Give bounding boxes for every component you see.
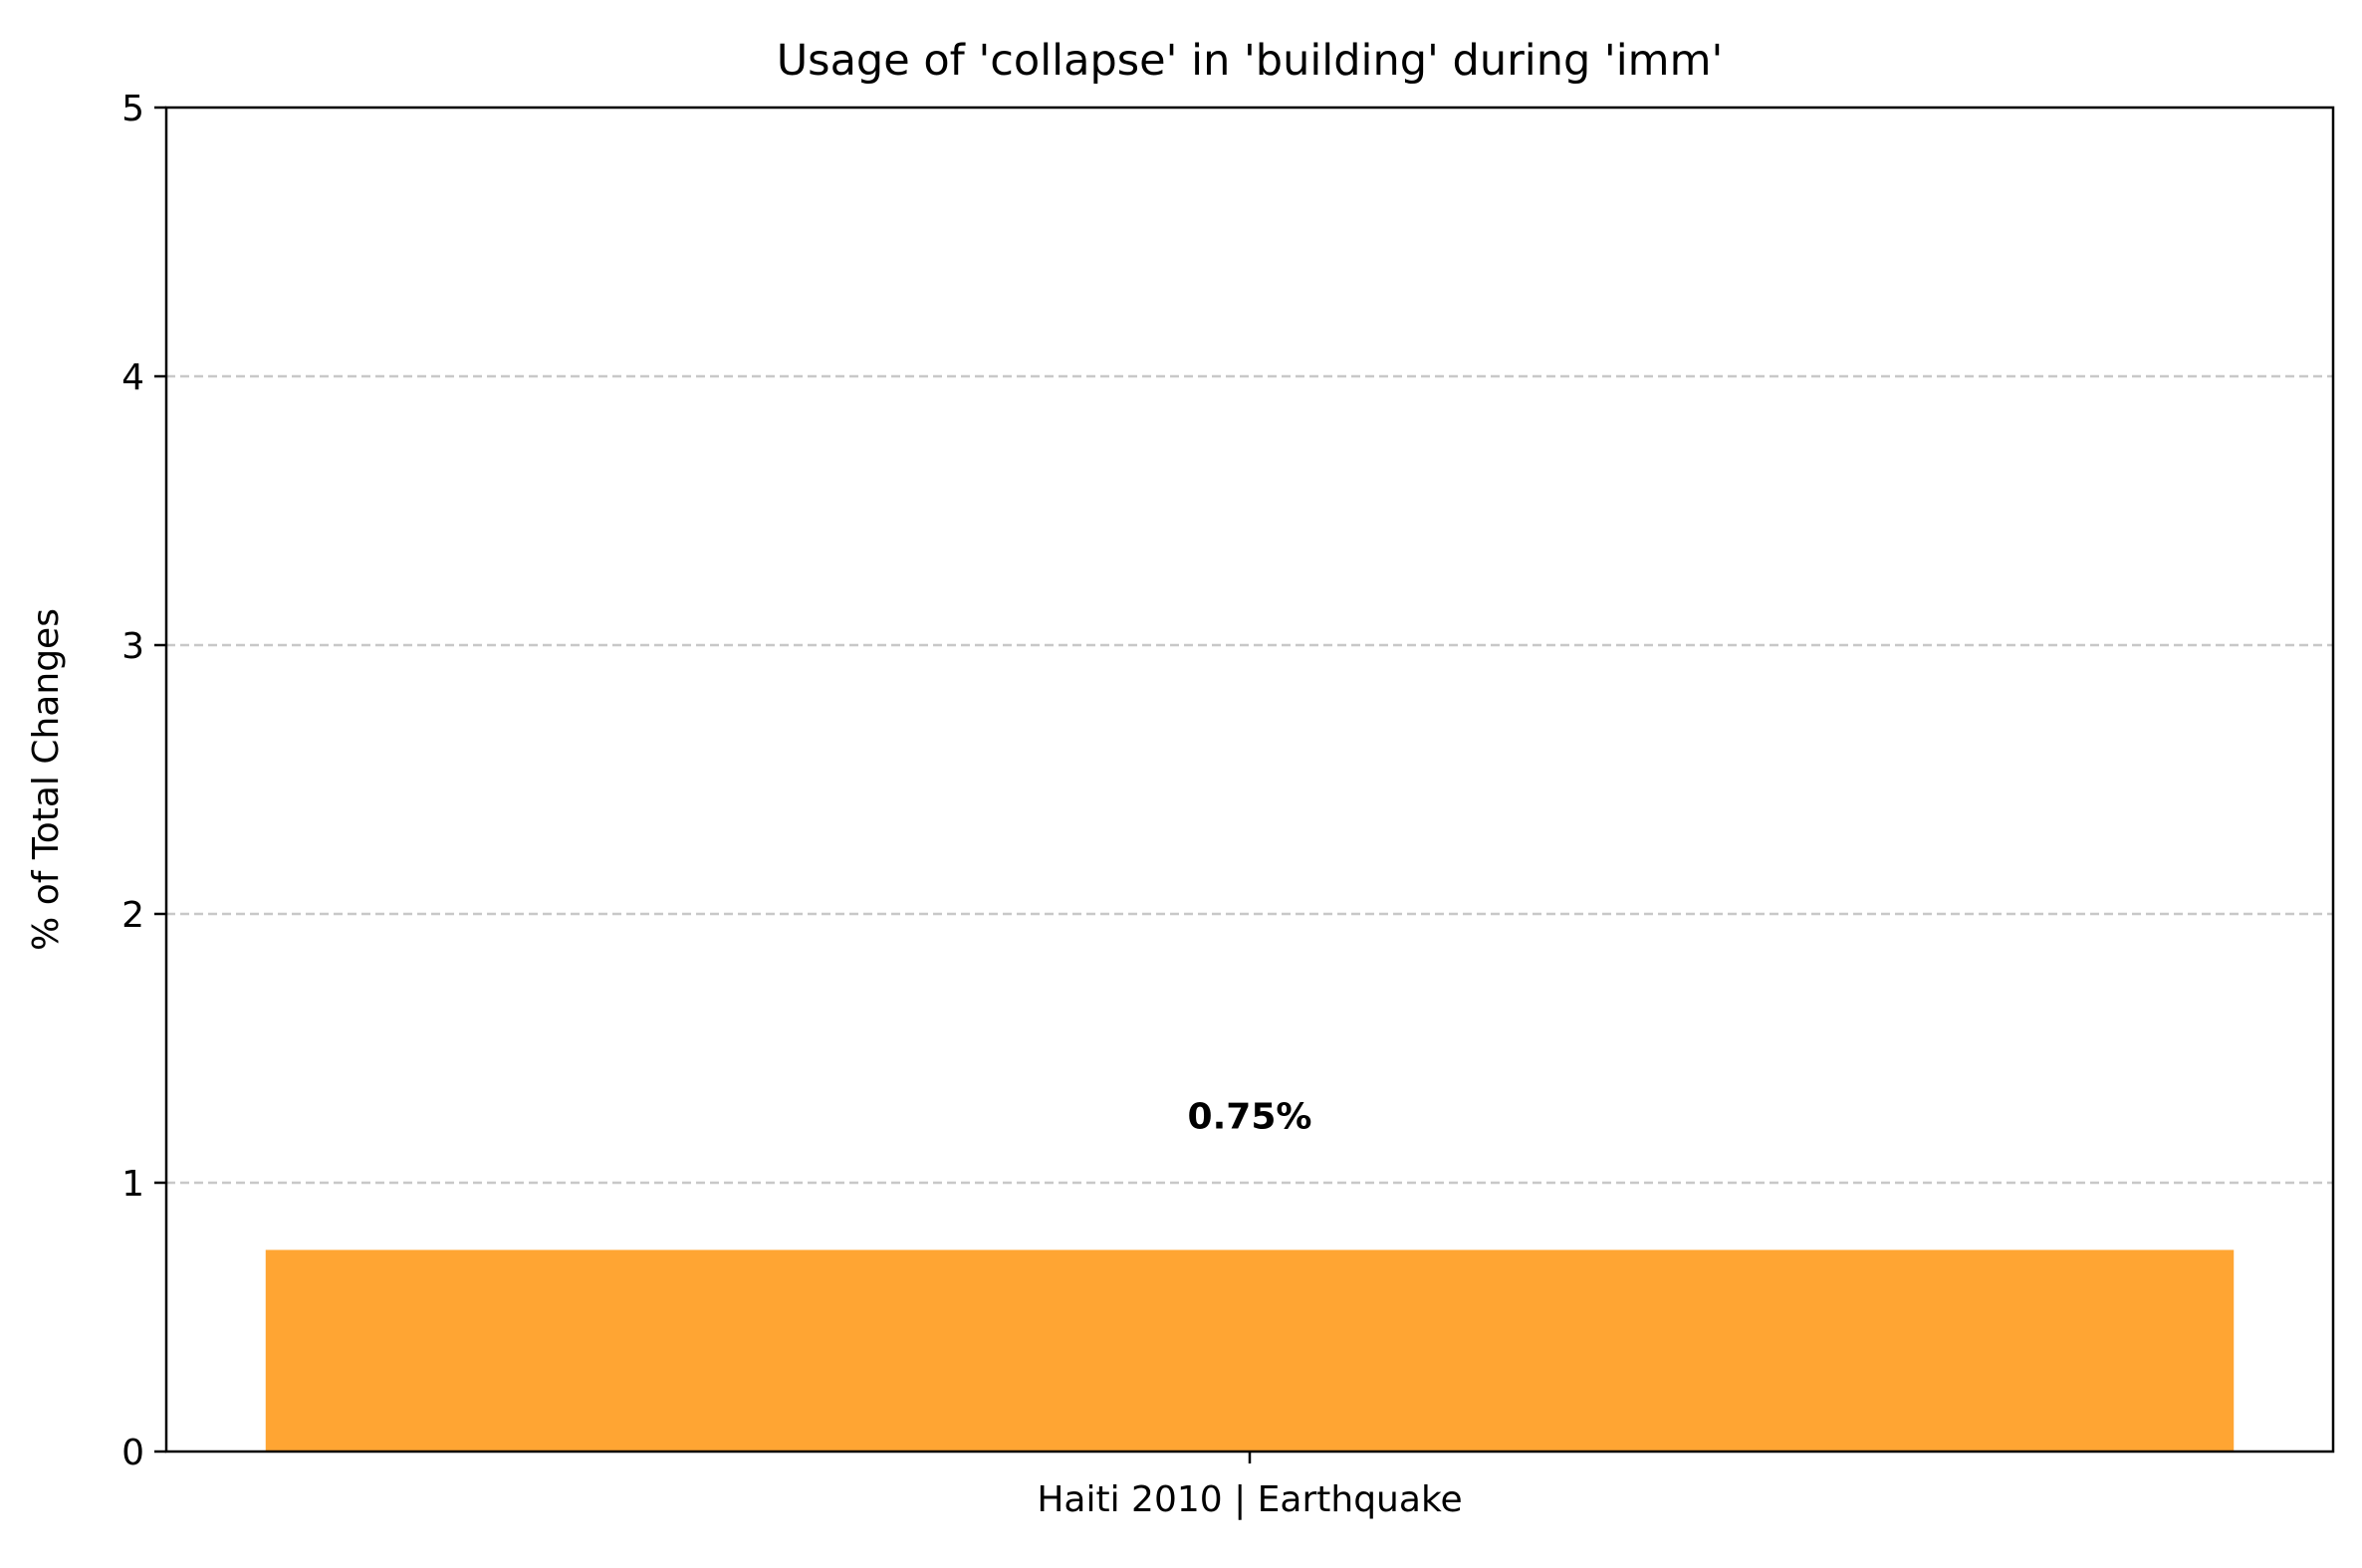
bar — [265, 1249, 2235, 1452]
bars — [265, 1249, 2235, 1452]
y-axis-label: % of Total Changes — [26, 608, 67, 951]
bar-value-label: 0.75% — [1188, 1097, 1312, 1138]
grid-lines — [166, 374, 2333, 1185]
chart-title: Usage of 'collapse' in 'building' during… — [777, 36, 1724, 86]
y-tick-label: 0 — [121, 1433, 144, 1473]
y-tick-label: 3 — [121, 626, 144, 667]
x-tick-label: Haiti 2010 | Earthquake — [1037, 1479, 1462, 1520]
plot-frame — [164, 106, 2335, 1454]
y-tick-label: 4 — [121, 357, 144, 398]
y-tick-label: 1 — [121, 1164, 144, 1205]
labels: 0 1 2 3 4 5 0.75% Haiti 2010 | Earthquake — [121, 89, 1463, 1520]
y-tick-label: 5 — [121, 89, 144, 129]
y-tick-label: 2 — [121, 895, 144, 936]
axes — [154, 106, 2335, 1463]
